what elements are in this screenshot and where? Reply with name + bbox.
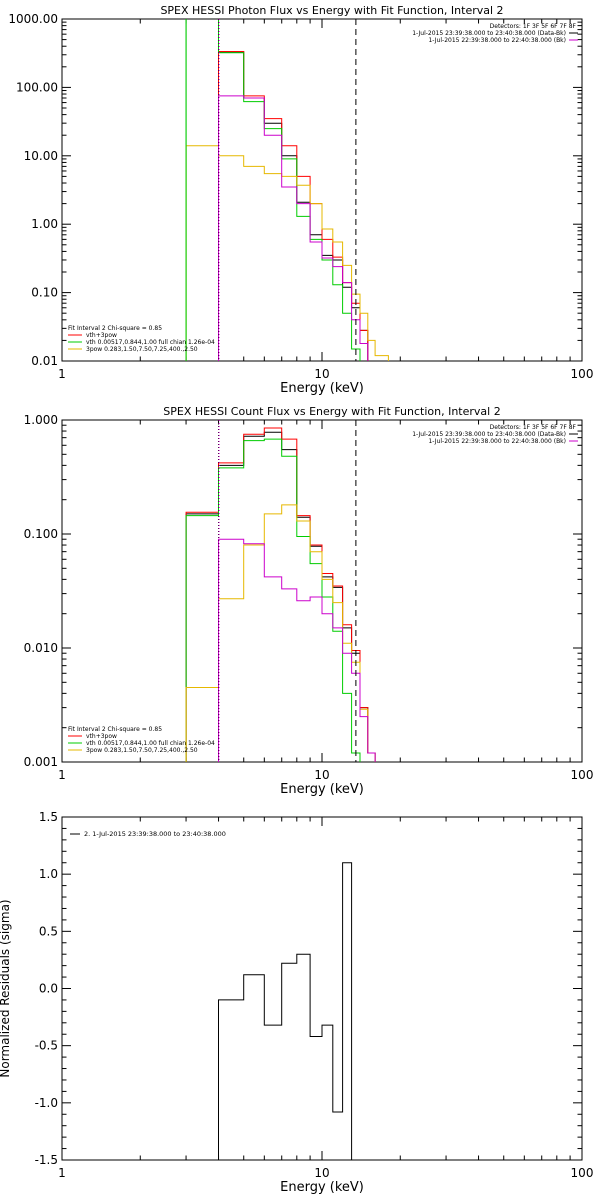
series-black-line xyxy=(185,431,376,762)
x-axis-ticks xyxy=(61,817,583,1160)
y-tick-label: 0.10 xyxy=(31,286,58,300)
y-tick-label: 1.5 xyxy=(39,810,58,824)
series-magenta-line xyxy=(218,538,376,762)
y-axis-ticks xyxy=(62,816,582,1161)
y-tick-label: 1000.00 xyxy=(8,12,58,26)
top-legend: Detectors: 1F 3F 5F 6F 7F 8F1-Jul-2015 2… xyxy=(412,424,578,445)
fit-legend-line: Fit Interval 2 Chi-square = 0.85 xyxy=(68,726,162,733)
chart-title: SPEX HESSI Photon Flux vs Energy with Fi… xyxy=(160,4,503,17)
x-axis-ticks xyxy=(61,19,583,361)
fit-legend-line: vth+3pow xyxy=(86,332,117,339)
series-magenta-line xyxy=(218,95,369,361)
top-legend-line: 1-Jul-2015 23:39:38.000 to 23:40:38.000 … xyxy=(412,30,566,37)
x-tick-label: 1 xyxy=(58,367,66,381)
series-black-line xyxy=(218,862,353,1160)
x-tick-label: 1 xyxy=(58,1166,66,1180)
series-red-line xyxy=(218,51,369,361)
x-tick-label: 10 xyxy=(314,1166,329,1180)
resid-legend-line: 2. 1-Jul-2015 23:39:38.000 to 23:40:38.0… xyxy=(84,830,226,838)
y-axis-ticks xyxy=(62,18,582,362)
top-legend-line: 1-Jul-2015 22:39:38.000 to 22:40:38.000 … xyxy=(428,37,566,44)
fit-legend-line: vth 0.00517,0.844,1.00 full chian 1.26e-… xyxy=(86,339,215,346)
fit-legend: Fit Interval 2 Chi-square = 0.85vth+3pow… xyxy=(68,726,215,754)
count-flux-panel: SPEX HESSI Count Flux vs Energy with Fit… xyxy=(24,405,594,797)
x-tick-label: 100 xyxy=(571,768,594,782)
top-legend-line: Detectors: 1F 3F 5F 6F 7F 8F xyxy=(490,23,577,30)
x-axis-label: Energy (keV) xyxy=(280,381,364,396)
chart-title: SPEX HESSI Count Flux vs Energy with Fit… xyxy=(163,405,500,418)
series-group xyxy=(185,427,376,762)
y-tick-label: 10.00 xyxy=(24,149,58,163)
x-axis-label: Energy (keV) xyxy=(280,782,364,797)
top-legend-line: Detectors: 1F 3F 5F 6F 7F 8F xyxy=(490,424,577,431)
y-tick-label: 0.5 xyxy=(39,924,58,938)
residuals-panel: 1 10 100 Energy (keV) -1.5 -1.0 -0.5 0.0 0.5 1.0 1… xyxy=(0,810,593,1195)
fit-legend-line: 3pow 0.283,1.50,7.50,7.25,400.,2.50 xyxy=(86,747,198,754)
x-tick-label: 10 xyxy=(314,367,329,381)
series-red-line xyxy=(185,427,376,762)
series-group xyxy=(185,19,389,361)
fit-legend-line: 3pow 0.283,1.50,7.50,7.25,400.,2.50 xyxy=(86,346,198,353)
y-tick-label: 0.0 xyxy=(39,982,58,996)
x-tick-label: 10 xyxy=(314,768,329,782)
x-axis-label: Energy (keV) xyxy=(280,1180,364,1195)
series-group xyxy=(218,862,353,1160)
y-tick-label: 0.01 xyxy=(31,354,58,368)
series-black-line xyxy=(218,51,369,361)
top-legend: Detectors: 1F 3F 5F 6F 7F 8F1-Jul-2015 2… xyxy=(412,23,578,44)
y-tick-label: 0.100 xyxy=(24,527,58,541)
y-tick-label: -1.0 xyxy=(35,1096,58,1110)
fit-legend-line: vth 0.00517,0.844,1.00 full chian 1.26e-… xyxy=(86,740,215,747)
y-tick-label: 1.00 xyxy=(31,217,58,231)
x-tick-label: 1 xyxy=(58,768,66,782)
series-yellow-line xyxy=(185,145,389,361)
series-green-line xyxy=(185,19,361,361)
y-axis-label: Normalized Residuals (sigma) xyxy=(0,899,12,1077)
y-tick-label: 0.010 xyxy=(24,641,58,655)
y-tick-label: 1.0 xyxy=(39,867,58,881)
y-tick-label: 1.000 xyxy=(24,413,58,427)
x-tick-label: 100 xyxy=(571,367,594,381)
plot-frame xyxy=(61,18,583,362)
fit-legend: Fit Interval 2 Chi-square = 0.85vth+3pow… xyxy=(68,325,215,353)
y-tick-label: -0.5 xyxy=(35,1039,58,1053)
photon-flux-panel: SPEX HESSI Photon Flux vs Energy with Fi… xyxy=(8,4,593,396)
top-legend-line: 1-Jul-2015 22:39:38.000 to 22:40:38.000 … xyxy=(428,438,566,445)
y-tick-label: 100.00 xyxy=(16,80,58,94)
x-tick-label: 100 xyxy=(571,1166,594,1180)
y-tick-label: -1.5 xyxy=(35,1153,58,1167)
y-axis-ticks xyxy=(62,419,582,763)
resid-legend: 2. 1-Jul-2015 23:39:38.000 to 23:40:38.0… xyxy=(70,830,226,838)
fit-legend-line: Fit Interval 2 Chi-square = 0.85 xyxy=(68,325,162,332)
top-legend-line: 1-Jul-2015 23:39:38.000 to 23:40:38.000 … xyxy=(412,431,566,438)
series-yellow-line xyxy=(185,504,376,762)
series-green-line xyxy=(185,438,361,762)
plot-frame xyxy=(61,816,583,1161)
y-tick-label: 0.001 xyxy=(24,755,58,769)
fit-legend-line: vth+3pow xyxy=(86,733,117,740)
